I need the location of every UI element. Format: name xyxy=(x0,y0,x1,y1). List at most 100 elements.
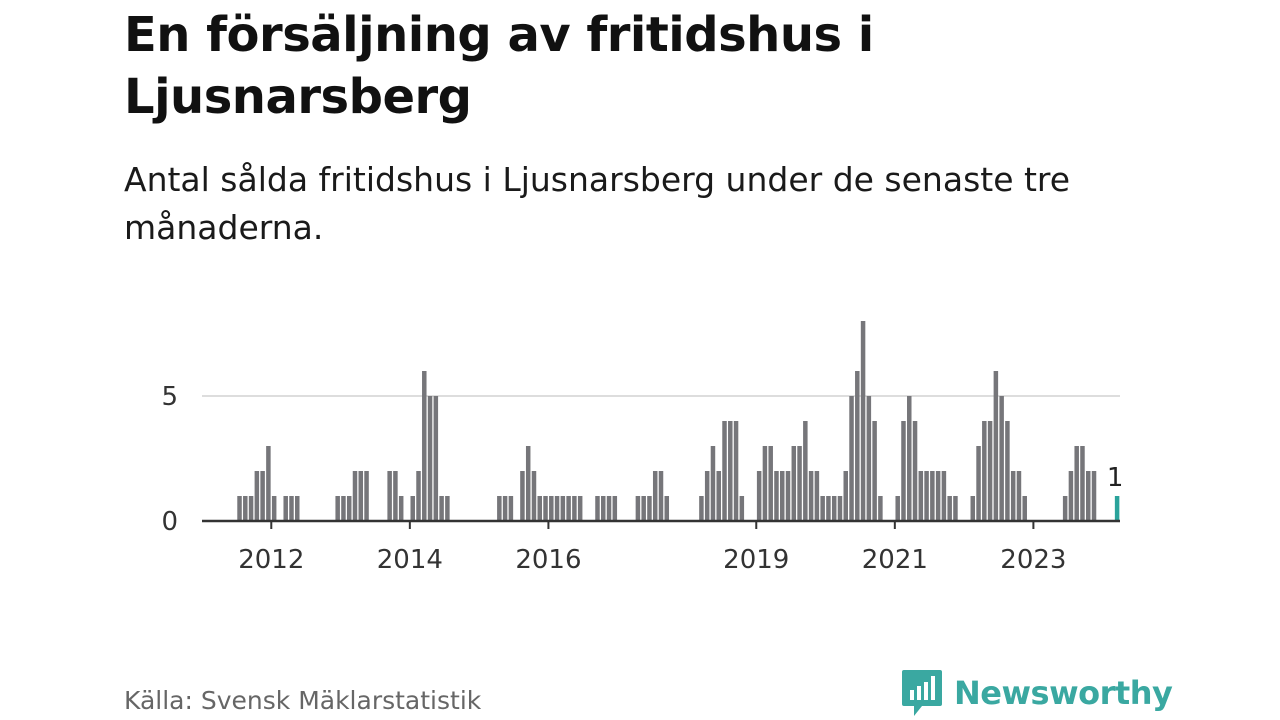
bar xyxy=(260,471,265,521)
bar xyxy=(814,471,820,521)
bar xyxy=(970,496,976,521)
bar xyxy=(422,371,427,521)
bar xyxy=(601,496,606,521)
bar xyxy=(722,421,727,521)
y-tick-label: 0 xyxy=(161,507,178,537)
bar xyxy=(595,496,600,521)
bar-chart-logo-icon xyxy=(902,670,942,716)
bar xyxy=(606,496,612,521)
bar xyxy=(826,496,831,521)
chart-subtitle: Antal sålda fritidshus i Ljusnarsberg un… xyxy=(124,160,1071,247)
labels: 0 5 1 2012 2014 2016 2019 2021 2023 xyxy=(161,382,1123,575)
bar xyxy=(999,396,1004,521)
bar xyxy=(797,446,802,521)
bar xyxy=(508,496,514,521)
x-tick-label: 2023 xyxy=(1000,545,1066,575)
bar xyxy=(1091,471,1097,521)
bar xyxy=(283,496,288,521)
bar xyxy=(525,446,531,521)
bar xyxy=(895,496,900,521)
bar xyxy=(352,471,358,521)
bar xyxy=(254,471,260,521)
brand-logo[interactable]: Newsworthy xyxy=(900,668,1173,718)
bar xyxy=(237,496,242,521)
bar xyxy=(1074,446,1079,521)
bar xyxy=(537,496,542,521)
bar xyxy=(549,496,554,521)
bar xyxy=(849,396,854,521)
bar xyxy=(658,471,664,521)
bar xyxy=(433,396,439,521)
x-tick-label: 2012 xyxy=(238,545,304,575)
bar xyxy=(791,446,797,521)
bar xyxy=(1022,496,1027,521)
bar xyxy=(1068,471,1074,521)
bar xyxy=(728,421,733,521)
chart-title: En försäljning av fritidshus i Ljusnarsb… xyxy=(124,7,874,125)
bar xyxy=(647,496,652,521)
bar xyxy=(716,471,721,521)
bar xyxy=(907,396,912,521)
x-tick-label: 2014 xyxy=(377,545,443,575)
bar xyxy=(918,471,924,521)
bar xyxy=(872,421,877,521)
bar xyxy=(756,471,762,521)
bar xyxy=(560,496,566,521)
bar xyxy=(947,496,952,521)
bar xyxy=(271,496,277,521)
bar xyxy=(497,496,502,521)
bar xyxy=(543,496,548,521)
bar xyxy=(410,496,415,521)
bar xyxy=(831,496,837,521)
bar xyxy=(1016,471,1022,521)
bar xyxy=(635,496,641,521)
bar xyxy=(987,421,993,521)
bar xyxy=(982,421,987,521)
bar xyxy=(641,496,646,521)
bar xyxy=(566,496,571,521)
bar xyxy=(878,496,883,521)
bar xyxy=(941,471,947,521)
bar xyxy=(346,496,352,521)
bar xyxy=(393,471,398,521)
bar xyxy=(1080,446,1085,521)
highlight-bar xyxy=(1114,496,1120,521)
axes xyxy=(202,519,1120,529)
bar xyxy=(912,421,918,521)
bar xyxy=(416,471,421,521)
bar xyxy=(520,471,525,521)
bar xyxy=(612,496,618,521)
bar xyxy=(364,471,369,521)
brand-name: Newsworthy xyxy=(954,674,1173,712)
bar xyxy=(774,471,779,521)
bar xyxy=(577,496,583,521)
bar xyxy=(953,496,958,521)
bar xyxy=(785,471,791,521)
bar xyxy=(704,471,710,521)
bar xyxy=(855,371,860,521)
bar xyxy=(502,496,508,521)
bar xyxy=(837,496,843,521)
bar xyxy=(779,471,785,521)
bar xyxy=(901,421,906,521)
bar xyxy=(248,496,254,521)
bar xyxy=(652,471,658,521)
bar xyxy=(554,496,560,521)
bar xyxy=(993,371,999,521)
bar xyxy=(387,471,392,521)
highlight-value-label: 1 xyxy=(1107,463,1124,493)
bar xyxy=(768,446,773,521)
bar xyxy=(1062,496,1068,521)
bar xyxy=(803,421,808,521)
x-tick-label: 2021 xyxy=(862,545,928,575)
bar xyxy=(289,496,294,521)
bar xyxy=(808,471,814,521)
bar xyxy=(427,396,433,521)
bar xyxy=(820,496,825,521)
bar xyxy=(976,446,981,521)
bar xyxy=(531,471,537,521)
bar xyxy=(924,471,929,521)
x-tick-label: 2016 xyxy=(515,545,581,575)
bar xyxy=(266,446,271,521)
bar xyxy=(664,496,670,521)
